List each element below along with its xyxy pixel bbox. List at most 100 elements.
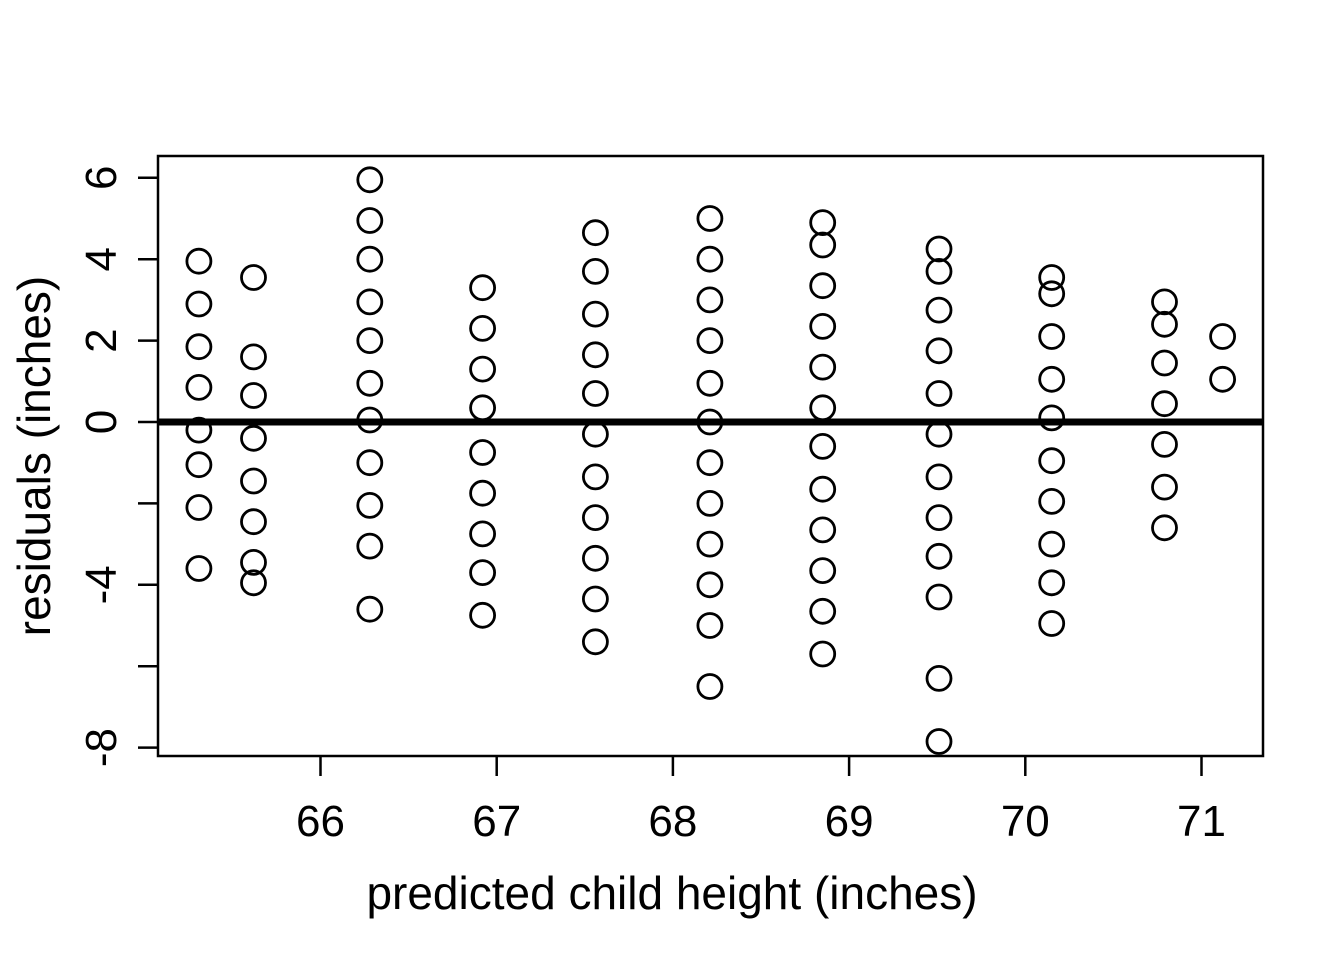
- data-point: [809, 516, 837, 544]
- data-point: [809, 353, 837, 381]
- data-point: [809, 557, 837, 584]
- data-point: [925, 235, 953, 263]
- data-point: [696, 571, 724, 599]
- data-point: [1151, 310, 1178, 338]
- data-point: [185, 333, 213, 361]
- data-point: [356, 207, 384, 234]
- plot-frame: [156, 154, 1265, 758]
- y-tick-label: 4: [77, 247, 126, 271]
- data-point: [469, 394, 497, 422]
- data-point: [696, 489, 724, 517]
- data-point: [925, 257, 953, 285]
- data-point: [809, 272, 837, 300]
- data-point: [696, 205, 724, 232]
- data-point: [185, 373, 213, 401]
- data-point: [240, 569, 267, 597]
- data-point: [696, 449, 724, 477]
- data-point: [809, 394, 837, 422]
- data-point: [1038, 365, 1066, 393]
- data-point: [582, 257, 609, 285]
- data-point: [356, 166, 384, 194]
- data-point: [809, 475, 837, 503]
- data-point: [809, 312, 837, 340]
- data-point: [240, 549, 267, 576]
- data-point: [185, 247, 213, 275]
- data-point: [1038, 280, 1066, 308]
- data-point: [185, 290, 213, 318]
- data-point: [696, 408, 724, 436]
- data-point: [1038, 487, 1066, 515]
- y-tick-label: -4: [77, 565, 126, 604]
- data-point: [1038, 530, 1066, 558]
- data-point: [240, 343, 267, 371]
- x-tick-label: 71: [1177, 797, 1226, 846]
- data-point: [1209, 323, 1236, 350]
- data-point: [925, 380, 953, 407]
- data-point: [925, 337, 953, 365]
- data-point: [240, 467, 267, 495]
- data-point: [1151, 288, 1178, 316]
- data-point: [582, 544, 609, 572]
- data-point: [582, 463, 609, 491]
- data-point: [1151, 430, 1178, 458]
- x-tick-label: 70: [1001, 797, 1050, 846]
- data-point: [1038, 404, 1066, 432]
- y-tick-label: 0: [77, 410, 126, 434]
- y-tick-label: -8: [77, 728, 126, 767]
- data-point: [925, 420, 953, 448]
- x-tick-label: 68: [648, 797, 697, 846]
- data-point: [696, 530, 724, 558]
- data-point: [356, 327, 384, 355]
- data-point: [809, 209, 837, 237]
- data-point: [240, 264, 267, 291]
- data-point: [240, 382, 267, 409]
- data-point: [1151, 473, 1178, 501]
- data-point: [469, 355, 497, 383]
- data-point: [240, 508, 267, 536]
- data-point: [356, 245, 384, 273]
- y-tick-label: 6: [77, 166, 126, 190]
- data-point: [582, 504, 609, 531]
- data-point: [582, 380, 609, 407]
- data-point: [469, 559, 497, 586]
- x-axis-title: predicted child height (inches): [366, 867, 978, 919]
- x-tick-label: 69: [825, 797, 874, 846]
- data-point: [925, 504, 953, 531]
- data-point: [1038, 264, 1066, 291]
- data-point: [469, 520, 497, 548]
- x-tick-label: 67: [472, 797, 521, 846]
- y-tick-label: 2: [77, 328, 126, 352]
- data-point: [809, 432, 837, 460]
- data-point: [809, 597, 837, 625]
- data-point: [1151, 349, 1178, 377]
- data-point: [582, 585, 609, 613]
- data-point: [582, 219, 609, 247]
- data-point: [925, 665, 953, 692]
- data-point: [696, 245, 724, 273]
- data-point: [925, 296, 953, 324]
- data-point: [696, 612, 724, 639]
- data-point: [809, 640, 837, 668]
- y-axis-title: residuals (inches): [8, 275, 60, 637]
- data-point: [582, 341, 609, 369]
- data-point: [356, 449, 384, 477]
- data-point: [185, 555, 213, 582]
- data-point: [696, 286, 724, 314]
- data-point: [1038, 447, 1066, 475]
- data-point: [582, 628, 609, 656]
- data-point: [925, 542, 953, 570]
- data-point: [809, 231, 837, 259]
- data-point: [185, 416, 213, 444]
- data-point: [696, 369, 724, 397]
- data-point: [469, 601, 497, 629]
- data-point: [469, 314, 497, 342]
- data-point: [696, 327, 724, 355]
- data-point: [1038, 569, 1066, 597]
- data-point: [185, 494, 213, 521]
- data-point: [356, 532, 384, 560]
- data-point: [925, 728, 953, 755]
- data-point: [1038, 610, 1066, 637]
- data-point: [1151, 390, 1178, 418]
